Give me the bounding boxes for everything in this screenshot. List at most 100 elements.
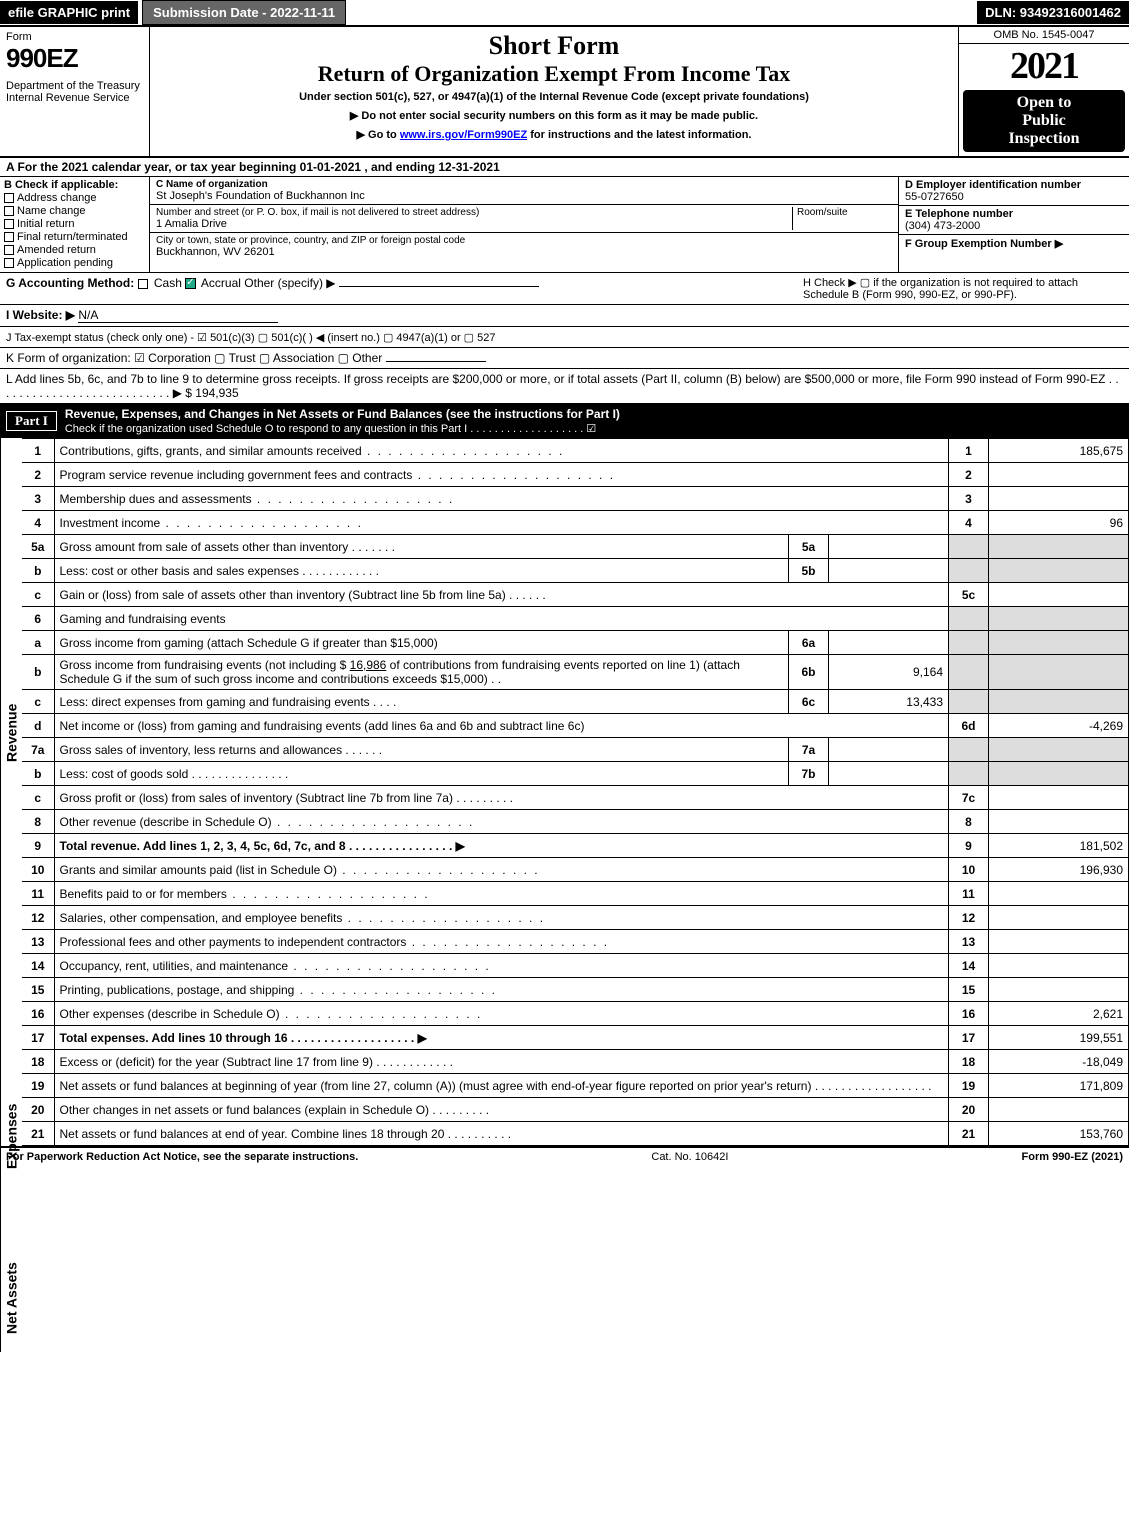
footer-right: Form 990-EZ (2021) (1022, 1151, 1123, 1163)
chk-label: Initial return (17, 218, 74, 230)
line-rv: 199,551 (989, 1026, 1129, 1050)
line-desc: Gross income from fundraising events (no… (54, 655, 789, 690)
line-desc: Total revenue. Add lines 1, 2, 3, 4, 5c,… (54, 834, 949, 858)
line-mb: 7a (789, 738, 829, 762)
line-rv (989, 786, 1129, 810)
line-no: 8 (22, 810, 54, 834)
line-desc: Printing, publications, postage, and shi… (54, 978, 949, 1002)
line-2: 2 Program service revenue including gove… (22, 463, 1129, 487)
line-rn: 3 (949, 487, 989, 511)
footer-left: For Paperwork Reduction Act Notice, see … (6, 1151, 358, 1163)
line-desc: Gross sales of inventory, less returns a… (54, 738, 789, 762)
line-desc: Excess or (deficit) for the year (Subtra… (54, 1050, 949, 1074)
line-rv (989, 1098, 1129, 1122)
chk-initial-return[interactable]: Initial return (4, 218, 145, 230)
form-header: Form 990EZ Department of the Treasury In… (0, 27, 1129, 158)
open-2: Public (965, 112, 1123, 130)
line-6b: b Gross income from fundraising events (… (22, 655, 1129, 690)
line-desc: Salaries, other compensation, and employ… (54, 906, 949, 930)
line-12: 12 Salaries, other compensation, and emp… (22, 906, 1129, 930)
chk-label: Name change (17, 205, 86, 217)
k-text: K Form of organization: ☑ Corporation ▢ … (6, 351, 382, 365)
line-desc: Other expenses (describe in Schedule O) (54, 1002, 949, 1026)
bullet-2-pre: ▶ Go to (357, 129, 400, 141)
phone-value: (304) 473-2000 (905, 220, 1123, 232)
line-desc: Gross amount from sale of assets other t… (54, 535, 789, 559)
line-no: b (22, 655, 54, 690)
other-specify-input[interactable] (339, 286, 539, 287)
part-1-desc: Revenue, Expenses, and Changes in Net As… (65, 407, 1123, 435)
bullet-2: ▶ Go to www.irs.gov/Form990EZ for instru… (156, 128, 952, 141)
line-7b: b Less: cost of goods sold . . . . . . .… (22, 762, 1129, 786)
form-word: Form (6, 31, 143, 43)
line-desc: Grants and similar amounts paid (list in… (54, 858, 949, 882)
chk-final-return[interactable]: Final return/terminated (4, 231, 145, 243)
side-expenses-label: Expenses (0, 1028, 22, 1244)
line-9: 9 Total revenue. Add lines 1, 2, 3, 4, 5… (22, 834, 1129, 858)
l-value: 194,935 (195, 386, 238, 400)
line-desc: Program service revenue including govern… (54, 463, 949, 487)
chk-label: Final return/terminated (17, 231, 128, 243)
chk-application-pending[interactable]: Application pending (4, 257, 145, 269)
line-desc: Total expenses. Add lines 10 through 16 … (54, 1026, 949, 1050)
line-rn: 7c (949, 786, 989, 810)
line-rv: 196,930 (989, 858, 1129, 882)
line-rv: -4,269 (989, 714, 1129, 738)
return-title: Return of Organization Exempt From Incom… (156, 61, 952, 87)
line-rn: 15 (949, 978, 989, 1002)
line-rn: 4 (949, 511, 989, 535)
efile-label: efile GRAPHIC print (0, 1, 138, 24)
line-6a: a Gross income from gaming (attach Sched… (22, 631, 1129, 655)
chk-amended-return[interactable]: Amended return (4, 244, 145, 256)
line-rv (989, 487, 1129, 511)
open-1: Open to (965, 94, 1123, 112)
line-6c: c Less: direct expenses from gaming and … (22, 690, 1129, 714)
room-suite-label: Room/suite (792, 207, 892, 230)
chk-accrual[interactable] (185, 278, 196, 289)
line-7a: 7a Gross sales of inventory, less return… (22, 738, 1129, 762)
chk-name-change[interactable]: Name change (4, 205, 145, 217)
chk-address-change[interactable]: Address change (4, 192, 145, 204)
chk-cash[interactable] (138, 279, 148, 289)
line-rv (989, 583, 1129, 607)
shaded (949, 631, 989, 655)
line-desc: Gaming and fundraising events (54, 607, 949, 631)
line-rn: 18 (949, 1050, 989, 1074)
dept-treasury: Department of the Treasury (6, 80, 143, 92)
line-no: 21 (22, 1122, 54, 1146)
section-b-title: B Check if applicable: (4, 179, 145, 191)
line-desc: Net assets or fund balances at beginning… (54, 1074, 949, 1098)
line-rv: 185,675 (989, 439, 1129, 463)
section-f: F Group Exemption Number ▶ (899, 235, 1129, 252)
line-no: 16 (22, 1002, 54, 1026)
line-mb: 5b (789, 559, 829, 583)
website-value: N/A (78, 308, 278, 323)
line-rn: 21 (949, 1122, 989, 1146)
org-name-row: C Name of organization St Joseph's Found… (150, 177, 898, 205)
line-desc: Investment income (54, 511, 949, 535)
section-l: L Add lines 5b, 6c, and 7b to line 9 to … (0, 369, 1129, 404)
shaded (949, 762, 989, 786)
line-15: 15 Printing, publications, postage, and … (22, 978, 1129, 1002)
irs-link[interactable]: www.irs.gov/Form990EZ (400, 129, 527, 141)
under-section: Under section 501(c), 527, or 4947(a)(1)… (156, 91, 952, 103)
side-netassets-label: Net Assets (0, 1244, 22, 1352)
line-rn: 8 (949, 810, 989, 834)
part-1-title: Revenue, Expenses, and Changes in Net As… (65, 407, 620, 421)
bullet-1: ▶ Do not enter social security numbers o… (156, 109, 952, 122)
line-no: b (22, 762, 54, 786)
line-desc: Gross income from gaming (attach Schedul… (54, 631, 789, 655)
line-no: 14 (22, 954, 54, 978)
page-footer: For Paperwork Reduction Act Notice, see … (0, 1146, 1129, 1166)
line-no: c (22, 786, 54, 810)
open-to-public: Open to Public Inspection (963, 90, 1125, 152)
line-21: 21 Net assets or fund balances at end of… (22, 1122, 1129, 1146)
irs-label: Internal Revenue Service (6, 92, 143, 104)
shaded (989, 655, 1129, 690)
section-def: D Employer identification number 55-0727… (899, 177, 1129, 272)
chk-label: Amended return (17, 244, 96, 256)
cash-label: Cash (154, 276, 182, 290)
line-desc: Membership dues and assessments (54, 487, 949, 511)
street-label: Number and street (or P. O. box, if mail… (156, 207, 792, 218)
k-other-input[interactable] (386, 361, 486, 362)
